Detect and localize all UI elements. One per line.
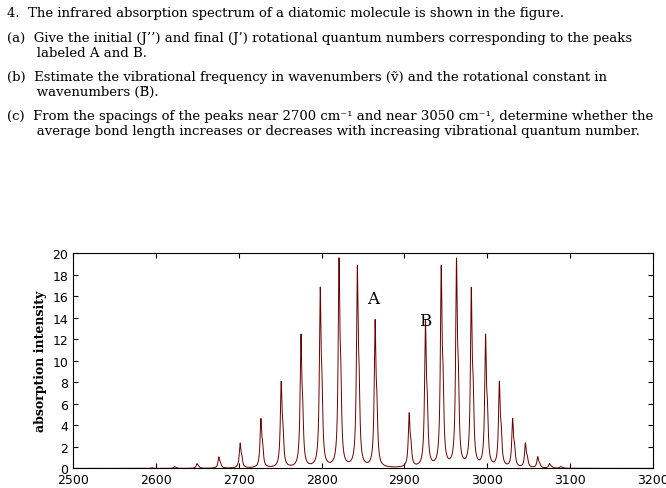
Text: (b)  Estimate the vibrational frequency in wavenumbers (ṽ) and the rotational co: (b) Estimate the vibrational frequency i… (7, 71, 607, 99)
Text: (c)  From the spacings of the peaks near 2700 cm⁻¹ and near 3050 cm⁻¹, determine: (c) From the spacings of the peaks near … (7, 110, 653, 138)
Y-axis label: absorption intensity: absorption intensity (34, 291, 47, 431)
Text: A: A (367, 290, 379, 307)
Text: 4.  The infrared absorption spectrum of a diatomic molecule is shown in the figu: 4. The infrared absorption spectrum of a… (7, 7, 564, 20)
Text: (a)  Give the initial (J’’) and final (J’) rotational quantum numbers correspond: (a) Give the initial (J’’) and final (J’… (7, 32, 632, 60)
Text: B: B (419, 312, 431, 329)
